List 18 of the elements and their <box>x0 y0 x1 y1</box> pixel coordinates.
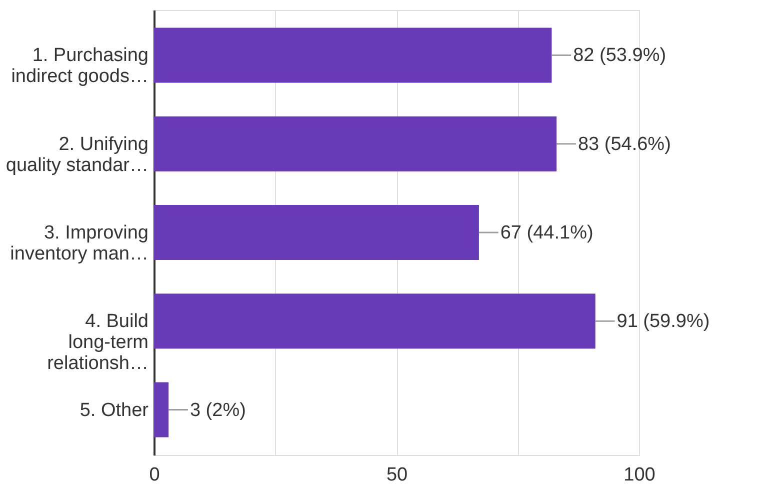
data-label: 3 (2%) <box>190 400 246 421</box>
data-label: 82 (53.9%) <box>573 45 666 66</box>
y-tick-label: 1. Purchasing indirect goods… <box>11 45 148 88</box>
bar <box>154 28 552 83</box>
data-label: 83 (54.6%) <box>578 134 671 155</box>
y-tick-label: 4. Build long-term relationsh… <box>47 311 148 374</box>
y-tick-label: 3. Improving inventory man… <box>10 222 148 264</box>
data-label: 67 (44.1%) <box>500 222 594 244</box>
bar <box>154 382 169 438</box>
x-tick-label: 50 <box>386 464 408 486</box>
y-tick-label: 5. Other <box>80 400 150 421</box>
bar <box>154 205 479 260</box>
bar <box>154 116 557 172</box>
x-tick-label: 100 <box>624 464 656 486</box>
x-tick-label: 0 <box>149 464 160 486</box>
data-label: 91 (59.9%) <box>616 311 710 332</box>
y-tick-label: 2. Unifying quality standar… <box>6 134 148 176</box>
bar <box>154 294 596 349</box>
